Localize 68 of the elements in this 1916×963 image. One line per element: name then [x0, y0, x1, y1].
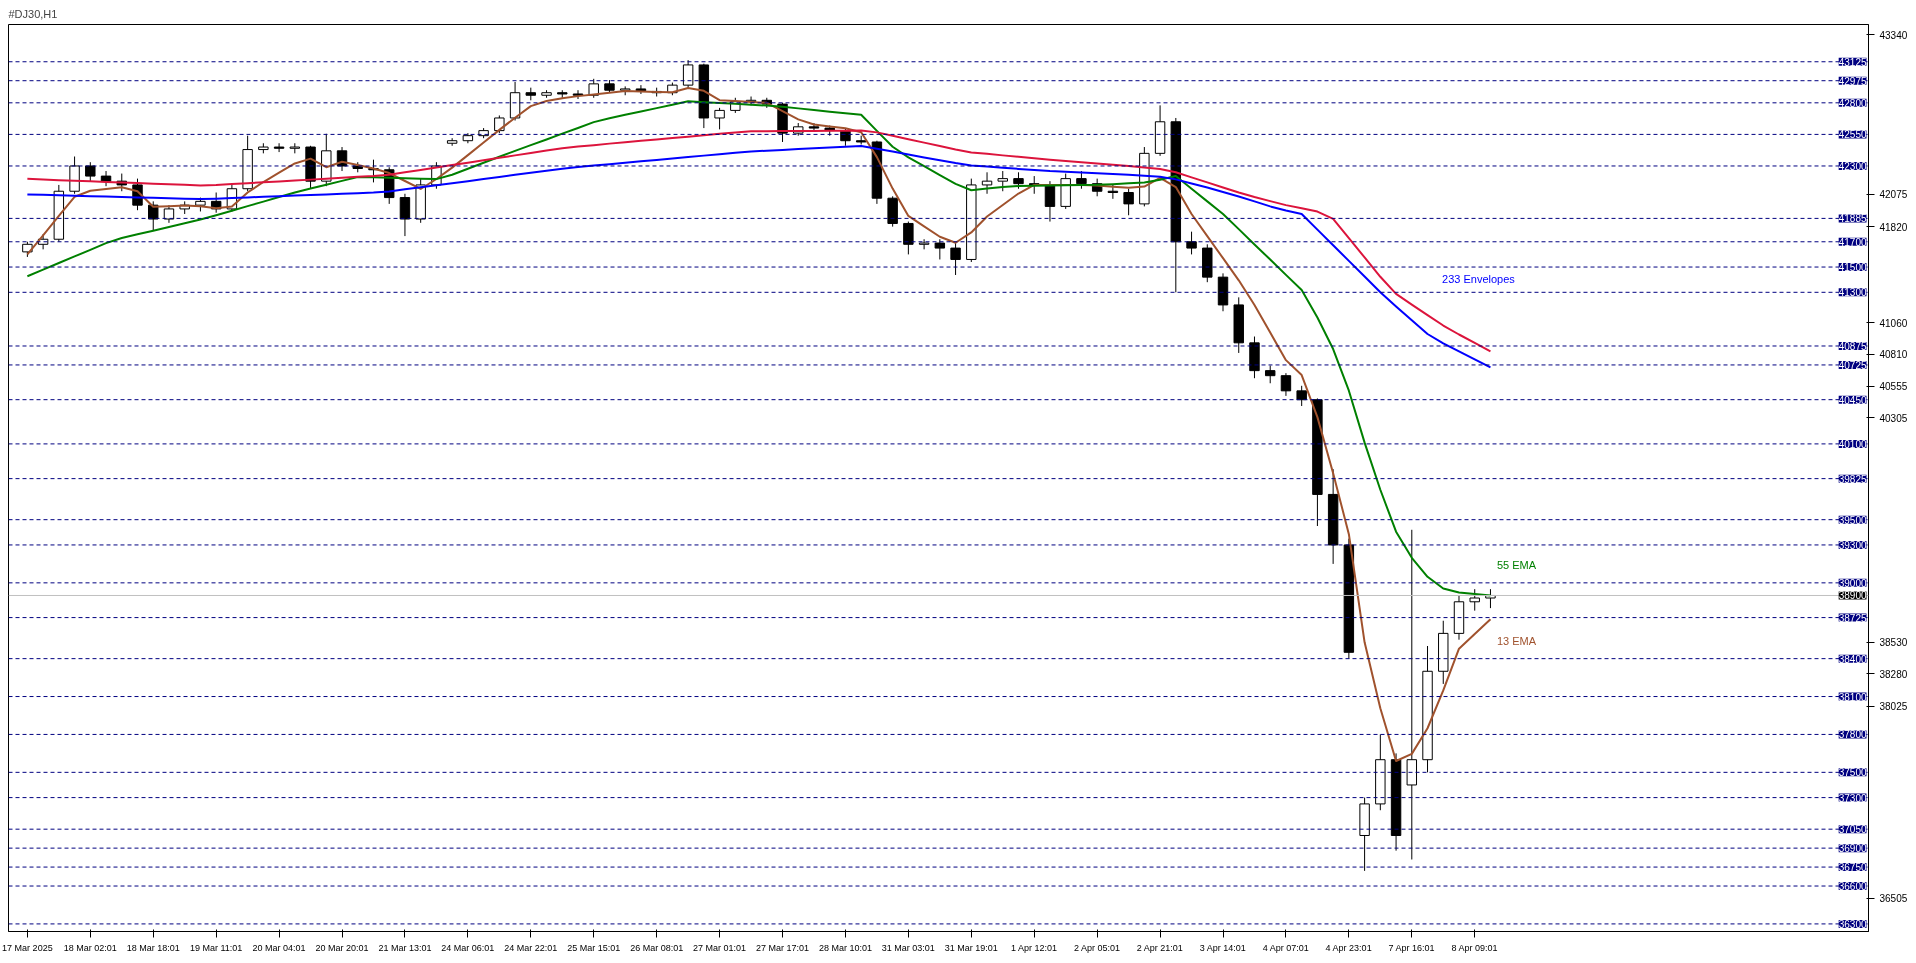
ref-line-label: 37800: [1838, 729, 1867, 741]
x-tick-label: 27 Mar 01:01: [693, 942, 747, 953]
x-tick-label: 25 Mar 15:01: [567, 942, 621, 953]
x-tick-label: 2 Apr 05:01: [1073, 942, 1120, 953]
ref-line-label: 36600: [1838, 881, 1867, 893]
chart-title: #DJ30,H1: [8, 7, 58, 20]
ref-line-label: 37300: [1838, 792, 1867, 804]
annotation: 55 EMA: [1496, 559, 1537, 572]
y-tick-label: 41820: [1879, 221, 1908, 233]
x-tick-label: 2 Apr 21:01: [1136, 942, 1183, 953]
x-tick-label: 20 Mar 20:01: [315, 942, 369, 953]
x-tick-label: 28 Mar 10:01: [818, 942, 872, 953]
ref-line-label: 41700: [1838, 236, 1867, 248]
ref-line-label: 39825: [1838, 473, 1867, 485]
x-tick-label: 1 Apr 12:01: [1010, 942, 1058, 953]
ref-line-label: 40875: [1838, 340, 1867, 352]
x-tick-label: 26 Mar 08:01: [630, 942, 684, 953]
x-tick-label: 8 Apr 09:01: [1451, 942, 1498, 953]
y-tick-label: 41060: [1879, 317, 1908, 329]
annotation: 13 EMA: [1496, 635, 1537, 648]
y-tick-label: 40305: [1879, 413, 1908, 424]
x-tick-label: 21 Mar 13:01: [378, 942, 432, 953]
ref-line-label: 42975: [1838, 75, 1867, 87]
x-tick-label: 19 Mar 11:01: [189, 942, 243, 953]
ref-line-label: 38400: [1838, 653, 1867, 665]
ref-line-label: 40100: [1838, 438, 1867, 450]
x-tick-label: 7 Apr 16:01: [1388, 942, 1435, 953]
ref-line-label: 36900: [1838, 843, 1867, 855]
x-tick-label: 27 Mar 17:01: [756, 942, 810, 953]
x-tick-label: 17 Mar 2025: [2, 942, 53, 953]
ref-line-label: 43125: [1838, 56, 1867, 68]
x-tick-label: 4 Apr 07:01: [1262, 942, 1309, 953]
ref-line-label: 42800: [1838, 97, 1867, 109]
ref-line-label: 42300: [1838, 160, 1867, 172]
y-tick-label: 42075: [1879, 189, 1908, 201]
ref-line-label: 38100: [1838, 691, 1867, 703]
x-tick-label: 18 Mar 02:01: [63, 942, 117, 953]
ref-line-label: 39000: [1838, 577, 1867, 589]
ref-line-label: 36750: [1838, 862, 1867, 874]
x-tick-label: 24 Mar 06:01: [441, 942, 495, 953]
ref-line-label: 38725: [1838, 612, 1867, 624]
y-tick-label: 40555: [1879, 381, 1908, 393]
ref-line-label: 39300: [1838, 539, 1867, 551]
ref-line-label: 40450: [1838, 394, 1867, 406]
ref-line-label: 41300: [1838, 287, 1867, 299]
ref-line-label: 39500: [1838, 514, 1867, 526]
y-tick-label: 38530: [1879, 637, 1908, 649]
y-tick-label: 43340: [1879, 29, 1908, 41]
x-tick-label: 20 Mar 04:01: [252, 942, 306, 953]
y-tick-label: 36505: [1879, 893, 1908, 905]
annotation: 233 Envelopes: [1442, 273, 1516, 286]
x-tick-label: 3 Apr 14:01: [1199, 942, 1246, 953]
ref-line-label: 40725: [1838, 359, 1867, 371]
ref-line-label: 41500: [1838, 262, 1867, 274]
ref-line-label: 36300: [1838, 918, 1867, 930]
y-tick-label: 40810: [1879, 349, 1908, 361]
ref-line-label: 37050: [1838, 824, 1867, 836]
y-tick-label: 38025: [1879, 701, 1908, 713]
x-tick-label: 4 Apr 23:01: [1325, 942, 1372, 953]
ref-line-label: 38900: [1838, 590, 1867, 602]
y-tick-label: 38280: [1879, 668, 1908, 680]
x-tick-label: 31 Mar 03:01: [881, 942, 935, 953]
x-tick-label: 18 Mar 18:01: [126, 942, 180, 953]
ref-line-label: 41885: [1838, 213, 1867, 225]
ref-line-label: 37500: [1838, 767, 1867, 779]
ref-line-label: 42550: [1838, 129, 1867, 141]
x-tick-label: 31 Mar 19:01: [944, 942, 998, 953]
x-tick-label: 24 Mar 22:01: [504, 942, 558, 953]
